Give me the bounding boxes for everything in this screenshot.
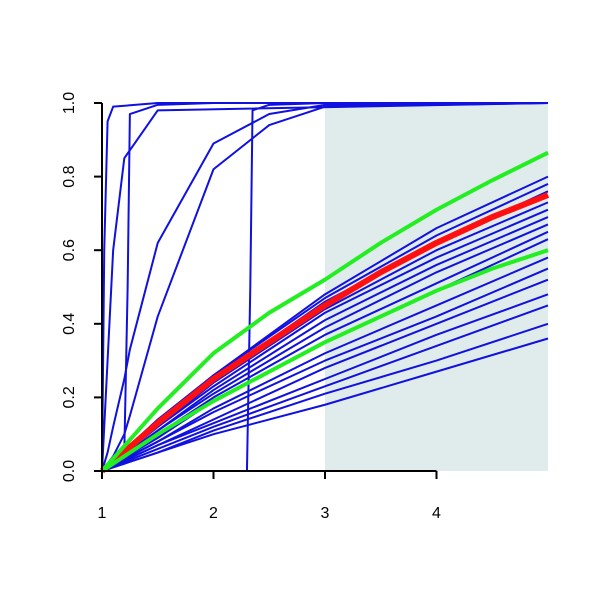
x-tick-label: 1 [98, 505, 107, 522]
line [101, 223, 549, 472]
y-tick-label: 0.6 [61, 239, 78, 261]
x-tick-label: 4 [432, 505, 441, 522]
y-tick-label: 0.0 [61, 460, 78, 482]
y-tick-label: 0.2 [61, 386, 78, 408]
line [100, 192, 550, 474]
line [101, 267, 549, 472]
line [101, 293, 549, 472]
line [101, 102, 549, 472]
line [100, 248, 549, 473]
line [101, 102, 549, 472]
line [101, 337, 549, 472]
line [101, 102, 549, 472]
line [100, 150, 549, 473]
y-tick-label: 0.4 [61, 313, 78, 335]
y-tick-label: 1.0 [61, 92, 78, 114]
y-tick-label: 0.8 [61, 165, 78, 187]
x-tick-label: 3 [321, 505, 330, 522]
shaded-region [325, 103, 548, 471]
x-tick-label: 2 [209, 505, 218, 522]
line [101, 304, 549, 472]
